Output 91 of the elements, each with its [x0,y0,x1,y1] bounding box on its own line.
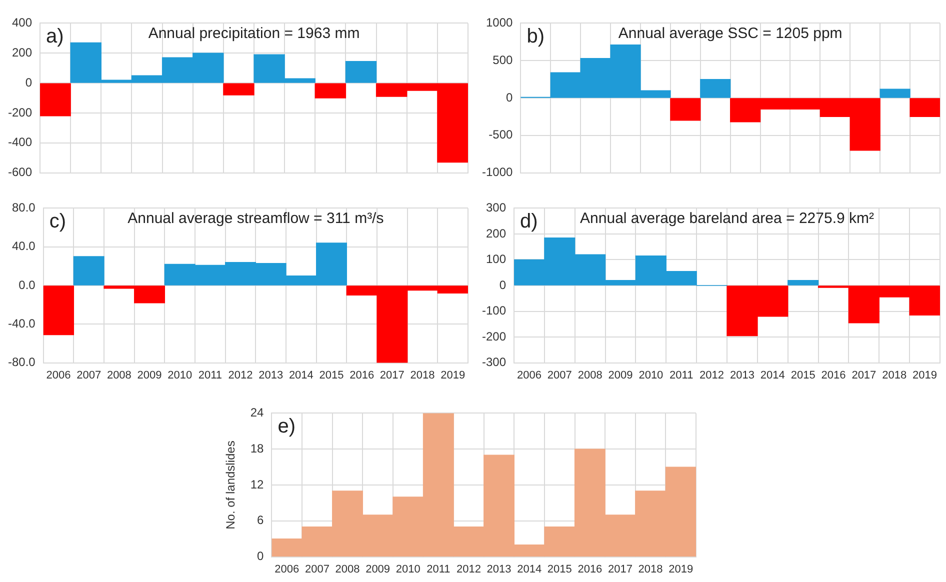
y-tick-label: 12 [250,477,264,492]
bar [40,83,71,116]
x-tick-label: 2009 [366,563,390,576]
bar [314,83,346,98]
y-tick-label: -1000 [482,165,514,180]
y-tick-label: -200 [8,105,32,120]
y-tick-label: 24 [250,406,264,420]
x-tick-label: 2012 [700,369,724,382]
x-tick-label: 2014 [517,563,542,576]
x-tick-label: 2018 [638,563,663,576]
y-tick-label: 6 [257,513,264,528]
x-tick-label: 2008 [578,369,602,382]
x-tick-label: 2006 [516,369,542,382]
x-tick-label: 2017 [380,369,404,382]
y-tick-label: 300 [486,200,506,215]
x-tick-label: 2018 [882,369,907,382]
y-axis-title: No. of landslides [224,440,238,530]
x-tick-label: 2011 [426,563,450,576]
x-tick-label: 2010 [396,563,420,576]
y-tick-label: 400 [12,16,32,30]
x-tick-label: 2017 [608,563,632,576]
x-tick-label: 2015 [790,369,816,382]
x-tick-label: 2014 [288,369,314,382]
bar [788,280,819,286]
chart-title: Annual average bareland area = 2275.9 km² [580,210,874,227]
bar [700,78,731,98]
chart-title: Annual average streamflow = 311 m³/s [128,210,384,227]
x-tick-label: 2011 [670,369,694,382]
x-tick-label: 2014 [760,369,785,382]
bar [670,98,701,121]
y-tick-label: 40.0 [12,239,36,254]
x-tick-label: 2010 [168,369,192,382]
y-tick-label: -80.0 [8,355,36,370]
bar [223,83,254,96]
y-tick-label: -300 [482,355,506,370]
y-tick-label: 18 [250,441,264,456]
x-tick-label: 2013 [258,369,284,382]
y-tick-label: -200 [482,329,506,344]
bar [880,88,910,98]
x-tick-label: 2018 [410,369,435,382]
x-tick-label: 2007 [547,369,572,382]
bar [910,98,940,118]
y-tick-label: 80.0 [12,200,36,215]
chart-title: Annual average SSC = 1205 ppm [618,24,842,42]
y-tick-label: 0 [506,90,514,104]
chart-title: Annual precipitation = 1963 mm [148,24,360,42]
bar [345,61,377,83]
annotation: c) [49,210,66,233]
y-tick-label: 0 [499,278,506,292]
annotation: b) [526,26,544,48]
x-tick-label: 2013 [486,563,512,576]
x-tick-label: 2009 [137,369,162,382]
x-tick-label: 2006 [46,369,71,382]
x-tick-label: 2016 [350,369,374,382]
x-tick-label: 2015 [319,369,344,382]
annotation: a) [46,26,64,48]
x-tick-label: 2013 [730,369,754,382]
y-tick-label: -100 [482,304,506,318]
x-tick-label: 2017 [852,369,876,382]
y-tick-label: 200 [486,226,506,240]
x-tick-label: 2007 [304,563,330,576]
annotation: e) [278,416,296,438]
y-tick-label: 0.0 [18,278,36,292]
x-tick-label: 2016 [821,369,846,382]
y-tick-label: 1000 [486,16,514,30]
x-tick-label: 2007 [76,369,102,382]
x-tick-label: 2010 [638,369,664,382]
y-tick-label: -40.0 [8,316,36,330]
bar [43,286,74,336]
x-tick-label: 2006 [274,563,300,576]
x-tick-label: 2019 [912,369,938,382]
x-tick-label: 2011 [198,369,222,382]
y-tick-label: -500 [488,128,514,142]
y-tick-label: 0 [257,549,264,564]
x-tick-label: 2009 [608,369,633,382]
y-tick-label: -400 [8,135,32,150]
y-tick-label: -600 [8,165,32,180]
x-tick-label: 2008 [106,369,132,382]
x-tick-label: 2019 [668,563,694,576]
y-tick-label: 500 [492,52,514,67]
bar [73,256,104,286]
x-tick-label: 2019 [440,369,466,382]
y-tick-label: 0 [25,75,32,90]
annotation: d) [520,210,538,233]
x-tick-label: 2016 [578,563,602,576]
y-tick-label: 200 [12,45,32,60]
x-tick-label: 2008 [335,563,360,576]
y-tick-label: 100 [486,252,506,266]
x-tick-label: 2012 [228,369,253,382]
x-tick-label: 2012 [456,563,481,576]
x-tick-label: 2015 [547,563,572,576]
